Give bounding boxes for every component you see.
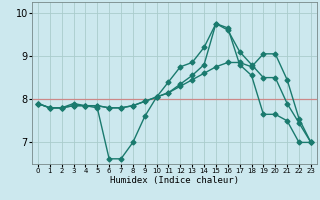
- X-axis label: Humidex (Indice chaleur): Humidex (Indice chaleur): [110, 176, 239, 185]
